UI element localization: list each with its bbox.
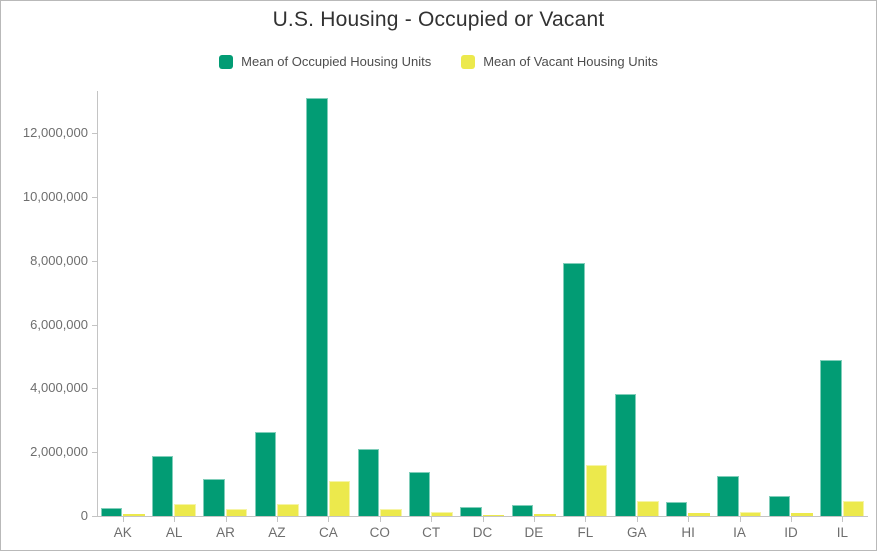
y-tick-mark <box>92 196 97 198</box>
x-tick-mark <box>688 516 690 522</box>
legend-item-vacant[interactable]: Mean of Vacant Housing Units <box>461 54 658 69</box>
bar-vacant-DC[interactable] <box>482 515 505 516</box>
x-tick-label: AK <box>113 525 132 540</box>
x-tick-mark <box>225 516 227 522</box>
bar-vacant-AR[interactable] <box>225 509 248 516</box>
y-tick-label: 8,000,000 <box>30 252 88 268</box>
x-tick-mark <box>328 516 330 522</box>
y-tick-mark <box>92 133 97 135</box>
x-tick-label: DC <box>472 525 493 540</box>
bar-vacant-ID[interactable] <box>791 513 813 516</box>
bar-vacant-IL[interactable] <box>842 501 865 516</box>
bar-vacant-AL[interactable] <box>174 504 196 516</box>
y-tick-mark <box>92 388 97 390</box>
bar-occupied-HI[interactable] <box>665 501 688 516</box>
x-tick-mark <box>482 516 484 522</box>
x-tick-mark <box>585 516 587 522</box>
x-tick-mark <box>790 516 792 522</box>
x-axis-line <box>97 516 868 517</box>
bar-vacant-CT[interactable] <box>431 512 453 516</box>
bar-occupied-IL[interactable] <box>820 359 842 516</box>
x-tick-mark <box>636 516 638 522</box>
bar-occupied-GA[interactable] <box>614 394 636 516</box>
y-tick-mark <box>92 452 97 454</box>
bar-vacant-GA[interactable] <box>637 500 659 516</box>
x-tick-label: IA <box>733 525 746 540</box>
y-tick-label: 12,000,000 <box>22 125 88 141</box>
y-tick-label: 10,000,000 <box>22 188 88 204</box>
bar-occupied-AL[interactable] <box>151 456 174 516</box>
x-tick-label: CT <box>422 525 441 540</box>
bar-occupied-DE[interactable] <box>511 504 534 516</box>
bar-occupied-CT[interactable] <box>408 471 431 516</box>
bar-vacant-FL[interactable] <box>585 464 608 516</box>
bar-vacant-AZ[interactable] <box>277 503 299 516</box>
legend-label-vacant: Mean of Vacant Housing Units <box>483 54 658 69</box>
bar-occupied-AZ[interactable] <box>254 432 277 516</box>
bar-vacant-AK[interactable] <box>123 513 145 516</box>
x-tick-mark <box>122 516 124 522</box>
y-tick-label: 2,000,000 <box>30 444 88 460</box>
y-tick-label: 0 <box>80 508 88 523</box>
bar-occupied-ID[interactable] <box>768 495 791 516</box>
x-tick-mark <box>174 516 176 522</box>
bar-occupied-AK[interactable] <box>100 508 122 516</box>
y-tick-mark <box>92 260 97 262</box>
y-tick-label: 4,000,000 <box>30 380 88 396</box>
x-tick-mark <box>842 516 844 522</box>
bar-vacant-HI[interactable] <box>688 513 710 516</box>
bar-vacant-CO[interactable] <box>380 508 402 516</box>
bar-occupied-DC[interactable] <box>460 507 482 516</box>
x-tick-mark <box>379 516 381 522</box>
legend-item-occupied[interactable]: Mean of Occupied Housing Units <box>219 54 431 69</box>
x-tick-mark <box>533 516 535 522</box>
vacant-swatch-icon <box>461 54 476 69</box>
x-tick-label: ID <box>784 525 798 540</box>
bar-occupied-AR[interactable] <box>203 478 225 516</box>
x-tick-label: GA <box>626 525 647 540</box>
y-axis-line <box>97 91 98 516</box>
x-tick-label: DE <box>524 525 544 540</box>
bar-vacant-IA[interactable] <box>739 511 762 516</box>
bar-vacant-DE[interactable] <box>534 514 556 516</box>
x-tick-label: CA <box>318 525 338 540</box>
x-tick-label: AL <box>165 525 183 540</box>
legend-label-occupied: Mean of Occupied Housing Units <box>241 54 432 69</box>
bar-vacant-CA[interactable] <box>328 481 351 516</box>
x-tick-label: AZ <box>268 525 286 540</box>
bar-occupied-FL[interactable] <box>563 262 585 516</box>
legend: Mean of Occupied Housing Units Mean of V… <box>1 54 876 69</box>
x-tick-label: IL <box>836 525 848 540</box>
bar-occupied-IA[interactable] <box>717 476 739 516</box>
occupied-swatch-icon <box>219 54 234 69</box>
bar-occupied-CA[interactable] <box>306 98 328 516</box>
y-tick-label: 6,000,000 <box>30 316 88 332</box>
x-tick-mark <box>431 516 433 522</box>
x-tick-mark <box>276 516 278 522</box>
x-tick-label: HI <box>681 525 695 540</box>
chart-title: U.S. Housing - Occupied or Vacant <box>272 8 605 31</box>
y-tick-mark <box>92 324 97 326</box>
x-tick-label: FL <box>577 525 594 540</box>
x-tick-label: AR <box>216 525 235 540</box>
x-tick-label: CO <box>369 525 390 540</box>
y-tick-mark <box>92 516 97 517</box>
bar-occupied-CO[interactable] <box>357 448 379 516</box>
x-tick-mark <box>739 516 741 522</box>
